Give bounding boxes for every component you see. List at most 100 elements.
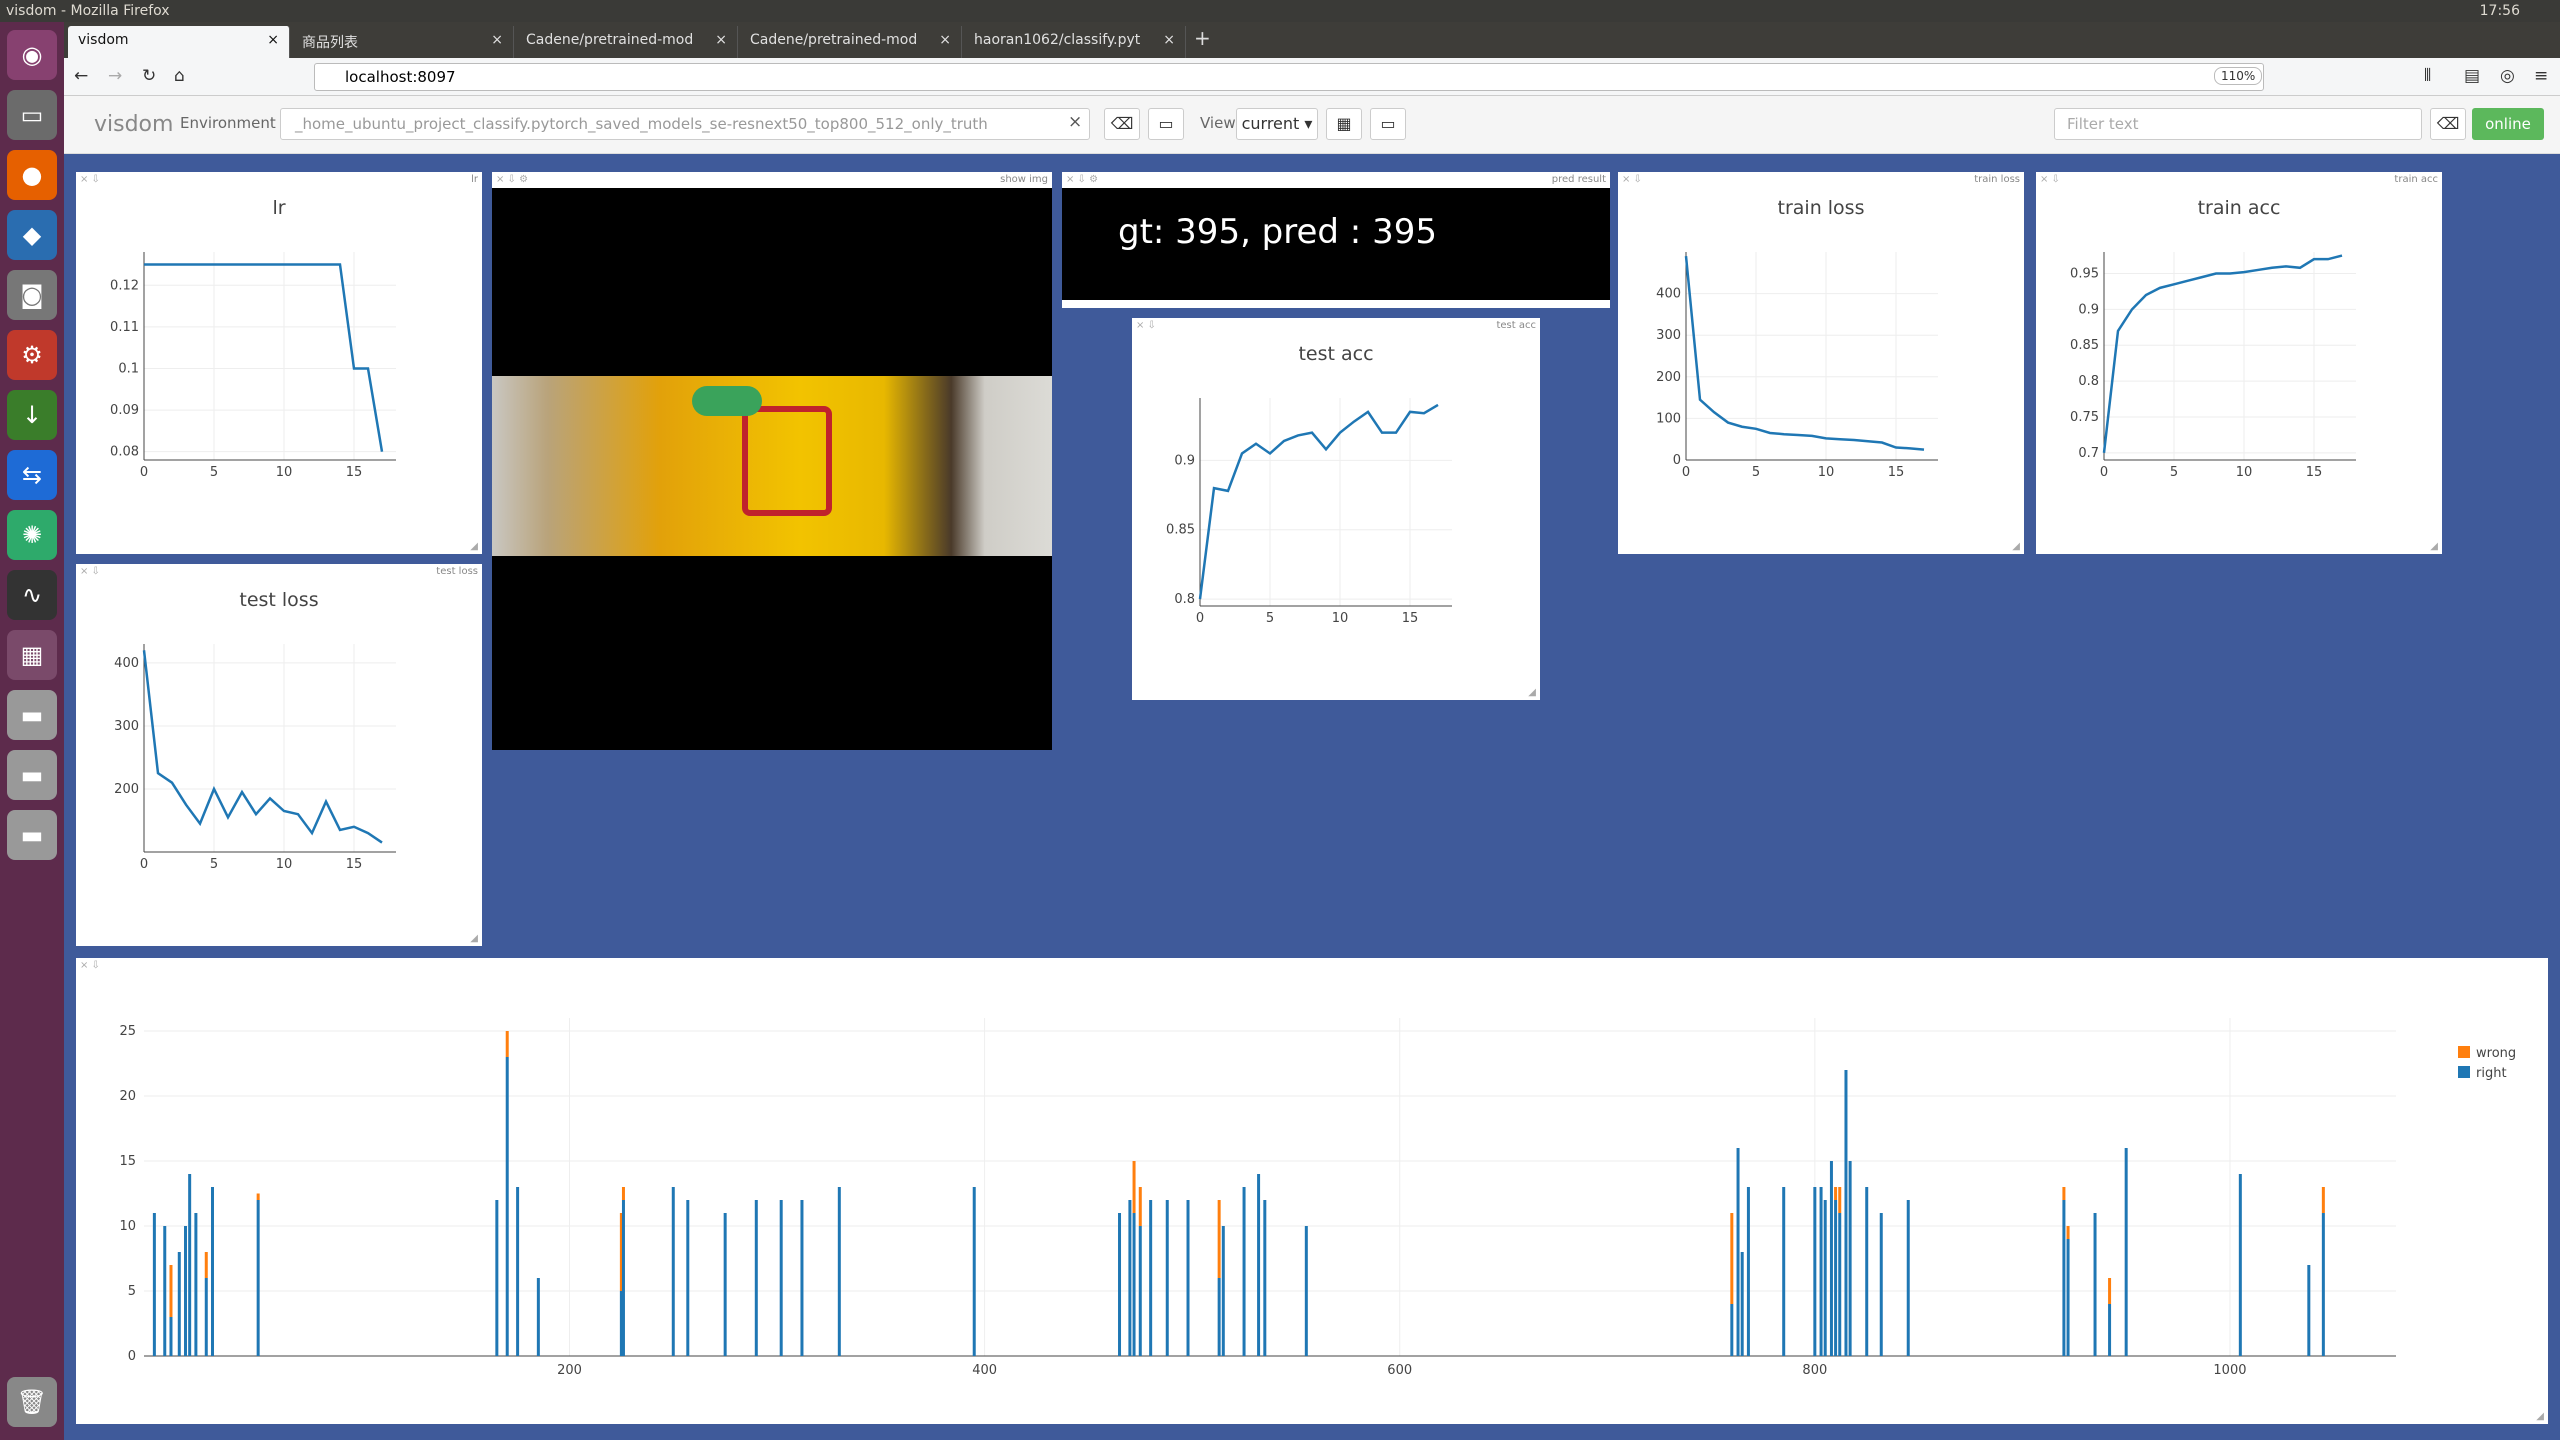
trash-icon[interactable]: 🗑 bbox=[7, 1377, 57, 1427]
bar-right bbox=[1118, 1213, 1122, 1356]
close-icon[interactable]: × ⇩ bbox=[1136, 320, 1156, 331]
library-icon[interactable]: ⫴ bbox=[2424, 66, 2432, 86]
y-tick-label: 400 bbox=[114, 656, 139, 671]
menu-icon[interactable]: ≡ bbox=[2534, 66, 2549, 86]
y-tick-label: 10 bbox=[119, 1219, 136, 1234]
resize-handle[interactable]: ◢ bbox=[2536, 1411, 2544, 1422]
test-acc-pane[interactable]: × ⇩ test acc test acc 0 5 10 15 0.8 0.85 0.9 ◢ bbox=[1132, 318, 1540, 700]
drive-icon[interactable]: ▬ bbox=[7, 810, 57, 860]
y-tick-label: 0.75 bbox=[2070, 410, 2099, 425]
folder-icon[interactable]: ▭ bbox=[1148, 108, 1184, 140]
reload-icon[interactable]: ↻ bbox=[142, 66, 157, 86]
firefox-icon[interactable]: ● bbox=[7, 150, 57, 200]
eraser-icon[interactable]: ⌫ bbox=[1104, 108, 1140, 140]
resize-handle[interactable]: ◢ bbox=[2430, 541, 2438, 552]
close-icon[interactable]: × ⇩ bbox=[1622, 174, 1642, 185]
download-icon[interactable]: ↓ bbox=[7, 390, 57, 440]
monitor-icon[interactable]: ∿ bbox=[7, 570, 57, 620]
bar-right bbox=[2307, 1265, 2311, 1356]
view-select[interactable]: current ▾ bbox=[1236, 108, 1318, 140]
legend-swatch bbox=[2458, 1066, 2470, 1078]
close-icon[interactable]: × ⇩ ⚙ bbox=[1066, 174, 1099, 185]
bar-right bbox=[256, 1200, 260, 1356]
resize-handle[interactable]: ◢ bbox=[2012, 541, 2020, 552]
zoom-level[interactable]: 110% bbox=[2214, 67, 2263, 85]
new-tab-button[interactable]: + bbox=[1194, 26, 1211, 50]
resize-handle[interactable]: ◢ bbox=[1528, 687, 1536, 698]
close-icon[interactable]: × bbox=[491, 32, 503, 48]
drive-icon[interactable]: ▬ bbox=[7, 690, 57, 740]
drive-icon[interactable]: ▬ bbox=[7, 750, 57, 800]
close-icon[interactable]: × bbox=[1163, 32, 1175, 48]
pane-title: test loss bbox=[436, 566, 478, 577]
x-tick-label: 0 bbox=[1682, 465, 1690, 480]
back-icon[interactable]: ← bbox=[74, 66, 89, 86]
y-tick-label: 0.11 bbox=[110, 320, 139, 335]
close-icon[interactable]: × bbox=[267, 32, 279, 48]
teamviewer-icon[interactable]: ⇆ bbox=[7, 450, 57, 500]
test-loss-pane[interactable]: × ⇩ test loss test loss 0 5 10 15 200 300 400 ◢ bbox=[76, 564, 482, 946]
tab-visdom[interactable]: visdom × bbox=[68, 26, 290, 58]
eraser-icon[interactable]: ⌫ bbox=[2430, 108, 2466, 140]
files-icon[interactable]: ▭ bbox=[7, 90, 57, 140]
train-loss-pane[interactable]: × ⇩ train loss train loss 0 5 10 15 0 100 200 30… bbox=[1618, 172, 2024, 554]
environment-select[interactable]: _home_ubuntu_project_classify.pytorch_sa… bbox=[280, 108, 1090, 140]
bar-wrong bbox=[621, 1187, 625, 1200]
settings-icon[interactable]: ⚙ bbox=[7, 330, 57, 380]
class-accuracy-pane[interactable]: × ⇩ 0 5 10 15 20 25 200 400 600 800 1000 wrong right… bbox=[76, 958, 2548, 1424]
dash-icon[interactable]: ◉ bbox=[7, 30, 57, 80]
y-tick-label: 0.95 bbox=[2070, 267, 2099, 282]
forward-icon[interactable]: → bbox=[108, 66, 123, 86]
resize-handle[interactable]: ◢ bbox=[470, 933, 478, 944]
pane-title: train acc bbox=[2394, 174, 2438, 185]
sidebar-icon[interactable]: ▤ bbox=[2464, 66, 2481, 86]
show-img-pane[interactable]: × ⇩ ⚙ show img bbox=[492, 172, 1052, 750]
bar-right bbox=[1879, 1213, 1883, 1356]
tab-products[interactable]: 商品列表 × bbox=[292, 26, 514, 58]
bar-wrong bbox=[1217, 1200, 1221, 1278]
folder-icon[interactable]: ▭ bbox=[1370, 108, 1406, 140]
environment-value: _home_ubuntu_project_classify.pytorch_sa… bbox=[295, 115, 988, 133]
home-icon[interactable]: ⌂ bbox=[174, 66, 185, 86]
bar-wrong bbox=[256, 1193, 260, 1200]
close-icon[interactable]: × bbox=[715, 32, 727, 48]
resize-handle[interactable]: ◢ bbox=[470, 541, 478, 552]
lr-chart: lr 0 5 10 15 0.08 0.09 0.1 0.11 0.12 bbox=[110, 197, 396, 480]
lr-pane[interactable]: × ⇩ lr lr 0 5 10 15 0.08 0.09 0.1 0.11 0.12 ◢ bbox=[76, 172, 482, 554]
url-bar[interactable]: localhost:8097 bbox=[314, 63, 2264, 91]
account-icon[interactable]: ◎ bbox=[2500, 66, 2515, 86]
online-status-button[interactable]: online bbox=[2472, 108, 2544, 140]
clear-env-icon[interactable]: × bbox=[1068, 112, 1083, 132]
series-line bbox=[1198, 403, 1439, 600]
x-tick-label: 200 bbox=[557, 1363, 582, 1378]
bar-right bbox=[495, 1200, 499, 1356]
y-tick-label: 0.08 bbox=[110, 445, 139, 460]
tab-strip: visdom × 商品列表 × Cadene/pretrained-mod × Cad… bbox=[64, 22, 2560, 58]
tab-label: visdom bbox=[78, 32, 129, 48]
atom-icon[interactable]: ✺ bbox=[7, 510, 57, 560]
train-acc-pane[interactable]: × ⇩ train acc train acc 0 5 10 15 0.7 0.75 0.8 0… bbox=[2036, 172, 2442, 554]
close-icon[interactable]: × ⇩ bbox=[80, 174, 100, 185]
workspace-icon[interactable]: ▦ bbox=[7, 630, 57, 680]
view-label: View bbox=[1200, 114, 1236, 132]
close-icon[interactable]: × ⇩ bbox=[2040, 174, 2060, 185]
bar-right bbox=[1217, 1278, 1221, 1356]
camera-icon[interactable]: ◙ bbox=[7, 270, 57, 320]
tab-cadene-2[interactable]: Cadene/pretrained-mod × bbox=[740, 26, 962, 58]
close-icon[interactable]: × ⇩ bbox=[80, 960, 100, 971]
bar-right bbox=[152, 1213, 156, 1356]
pred-result-pane[interactable]: × ⇩ ⚙ pred result gt: 395, pred : 395 bbox=[1062, 172, 1610, 308]
bar-right bbox=[1221, 1226, 1225, 1356]
tab-cadene-1[interactable]: Cadene/pretrained-mod × bbox=[516, 26, 738, 58]
bar-right bbox=[800, 1200, 804, 1356]
filter-input[interactable]: Filter text bbox=[2054, 108, 2422, 140]
clock[interactable]: 17:56 bbox=[2479, 3, 2520, 19]
bar-wrong bbox=[2108, 1278, 2112, 1304]
grid-icon[interactable]: ▦ bbox=[1326, 108, 1362, 140]
tab-label: Cadene/pretrained-mod bbox=[750, 32, 918, 48]
vscode-icon[interactable]: ◆ bbox=[7, 210, 57, 260]
close-icon[interactable]: × bbox=[939, 32, 951, 48]
close-icon[interactable]: × ⇩ bbox=[80, 566, 100, 577]
tab-haoran[interactable]: haoran1062/classify.pyt × bbox=[964, 26, 1186, 58]
close-icon[interactable]: × ⇩ ⚙ bbox=[496, 174, 529, 185]
